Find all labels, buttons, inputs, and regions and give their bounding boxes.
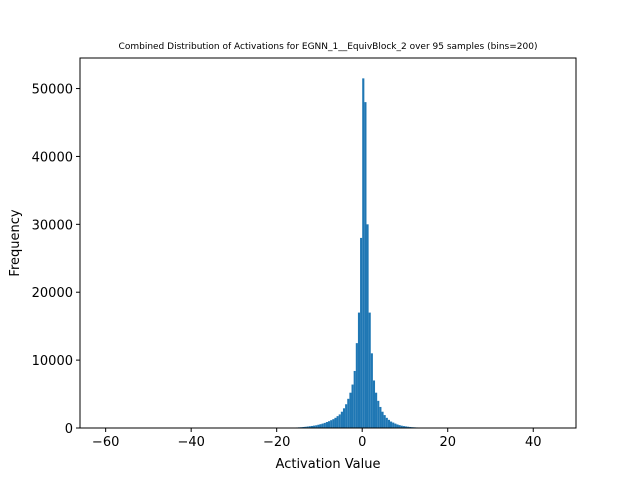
histogram-bar (330, 420, 333, 428)
y-axis-ticks: 0 10000 20000 30000 40000 50000 (32, 83, 80, 437)
histogram-bar (313, 425, 316, 428)
histogram-bar (387, 419, 390, 428)
histogram-bar (404, 426, 408, 428)
x-tick-label: 0 (358, 435, 366, 450)
histogram-bar (366, 224, 369, 428)
x-tick-label: −40 (177, 435, 204, 450)
histogram-bar (317, 424, 320, 428)
histogram-bar (355, 343, 358, 428)
histogram-bar (347, 398, 350, 428)
histogram-bar (336, 416, 339, 428)
y-tick-label: 30000 (32, 218, 73, 233)
histogram-bar (340, 411, 343, 428)
x-axis-label: Activation Value (276, 457, 381, 472)
histogram-bar (302, 426, 305, 428)
histogram-bar (325, 422, 328, 428)
histogram-bar (321, 423, 324, 428)
histogram-bar (392, 422, 395, 428)
y-tick-label: 50000 (32, 83, 73, 98)
chart-title: Combined Distribution of Activations for… (119, 42, 538, 52)
histogram-bar (342, 408, 346, 428)
histogram-bar (308, 426, 311, 428)
histogram-bar (310, 425, 314, 428)
histogram-bar (368, 312, 371, 428)
histogram-bar (394, 423, 397, 428)
x-tick-label: 20 (439, 435, 456, 450)
histogram-bar (315, 425, 318, 428)
histogram-bar (375, 392, 378, 428)
histogram-bar (381, 411, 384, 428)
histogram-bar (360, 237, 363, 428)
histogram-bar (328, 421, 331, 428)
y-tick-label: 10000 (32, 354, 73, 369)
histogram-bar (332, 419, 335, 428)
histogram-bar (385, 417, 388, 428)
histogram-bar (357, 312, 361, 428)
histogram-bar (398, 425, 401, 428)
histogram-bar (362, 78, 365, 429)
histogram-bar (304, 426, 307, 428)
histogram-bar (345, 404, 348, 428)
x-axis-ticks: −60 −40 −20 0 20 40 (92, 428, 542, 450)
x-tick-label: −20 (263, 435, 290, 450)
histogram-bar (407, 426, 410, 428)
histogram-bar (351, 384, 354, 428)
histogram-bar (338, 414, 341, 428)
histogram-bar (319, 424, 322, 428)
histogram-bar (377, 400, 380, 428)
histogram-bar (409, 426, 412, 428)
histogram-bar (402, 426, 405, 428)
histogram-bar (383, 415, 386, 428)
histogram-bar (379, 406, 382, 428)
histogram-bar (372, 380, 376, 428)
histogram-bar (370, 353, 373, 428)
plot-frame (79, 57, 577, 429)
y-tick-label: 0 (65, 422, 73, 437)
x-tick-label: 40 (525, 435, 542, 450)
histogram-bar (390, 421, 393, 428)
histogram-bar (306, 426, 309, 428)
histogram-bar (400, 425, 403, 428)
y-axis-label: Frequency (8, 209, 23, 276)
histogram-bar (353, 370, 356, 428)
histogram-bar (349, 392, 352, 428)
histogram-bar (364, 102, 367, 428)
histogram-bar (396, 424, 399, 428)
histogram-bars (287, 78, 438, 429)
histogram-bar (323, 422, 326, 428)
histogram-bar (334, 417, 337, 428)
x-tick-label: −60 (92, 435, 119, 450)
y-tick-label: 20000 (32, 286, 73, 301)
y-tick-label: 40000 (32, 150, 73, 165)
